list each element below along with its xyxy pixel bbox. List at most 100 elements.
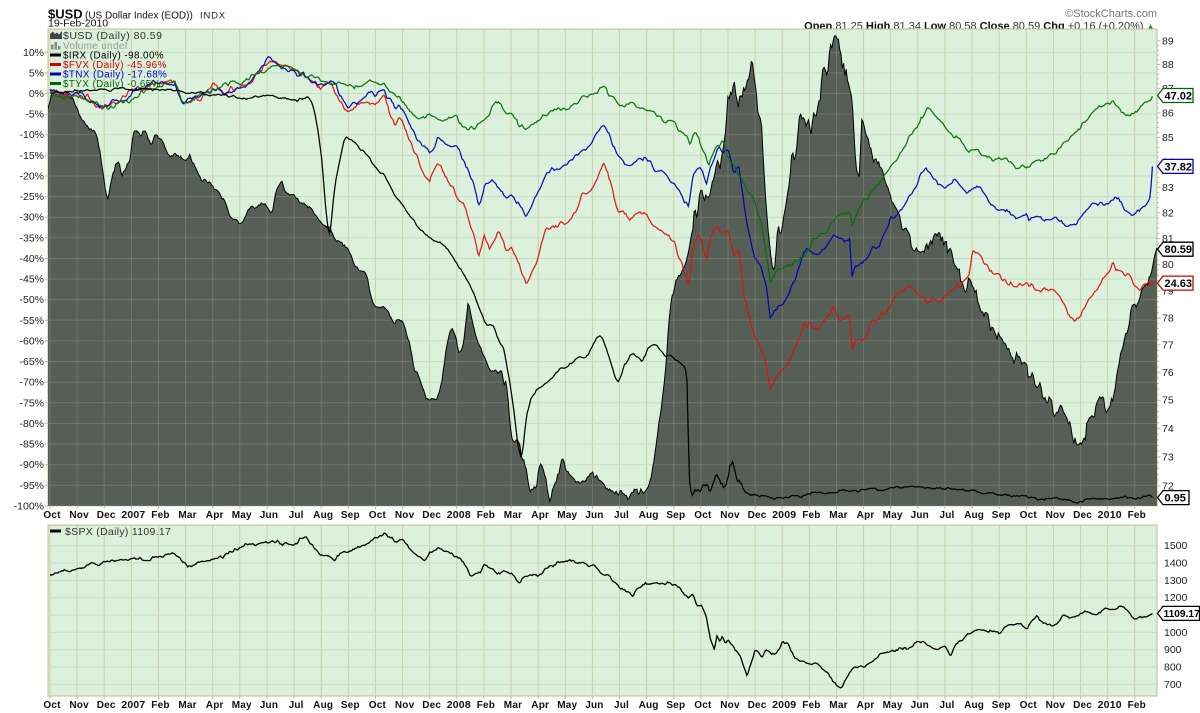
svg-text:75: 75 bbox=[1162, 395, 1174, 407]
svg-text:86: 86 bbox=[1162, 107, 1174, 119]
svg-text:-20%: -20% bbox=[19, 171, 44, 183]
svg-text:$SPX (Daily) 1109.17: $SPX (Daily) 1109.17 bbox=[65, 526, 171, 538]
svg-text:Oct: Oct bbox=[369, 510, 387, 521]
svg-text:Jun: Jun bbox=[911, 700, 929, 711]
svg-text:-80%: -80% bbox=[19, 418, 44, 430]
svg-text:-55%: -55% bbox=[19, 315, 44, 327]
svg-text:Jun: Jun bbox=[260, 510, 278, 521]
svg-text:82: 82 bbox=[1162, 207, 1174, 219]
svg-text:Apr: Apr bbox=[206, 510, 224, 521]
svg-text:$TYX (Daily) -0.65%: $TYX (Daily) -0.65% bbox=[63, 79, 161, 90]
svg-text:Feb: Feb bbox=[1128, 700, 1146, 711]
svg-text:Feb: Feb bbox=[1128, 510, 1146, 521]
svg-text:Mar: Mar bbox=[178, 510, 196, 521]
svg-text:-75%: -75% bbox=[19, 397, 44, 409]
svg-text:May: May bbox=[232, 510, 252, 521]
svg-text:Nov: Nov bbox=[720, 510, 740, 521]
svg-text:700: 700 bbox=[1164, 679, 1182, 691]
svg-text:79: 79 bbox=[1162, 286, 1174, 298]
svg-text:Feb: Feb bbox=[802, 510, 820, 521]
svg-text:Oct: Oct bbox=[694, 510, 712, 521]
svg-text:0%: 0% bbox=[29, 88, 44, 100]
svg-text:$USD (Daily) 80.59: $USD (Daily) 80.59 bbox=[63, 30, 162, 42]
svg-text:Oct: Oct bbox=[369, 700, 387, 711]
svg-text:85: 85 bbox=[1162, 132, 1174, 144]
svg-text:May: May bbox=[557, 700, 577, 711]
svg-text:-50%: -50% bbox=[19, 294, 44, 306]
svg-text:Jun: Jun bbox=[260, 700, 278, 711]
svg-text:Dec: Dec bbox=[748, 700, 767, 711]
svg-text:Jun: Jun bbox=[585, 700, 603, 711]
svg-text:-65%: -65% bbox=[19, 356, 44, 368]
svg-text:2009: 2009 bbox=[772, 509, 796, 521]
svg-text:-70%: -70% bbox=[19, 377, 44, 389]
svg-text:2007: 2007 bbox=[121, 699, 145, 711]
svg-text:1200: 1200 bbox=[1164, 592, 1188, 604]
svg-text:2010: 2010 bbox=[1098, 509, 1122, 521]
svg-text:24.63: 24.63 bbox=[1165, 278, 1193, 290]
svg-text:Feb: Feb bbox=[477, 510, 495, 521]
svg-text:37.82: 37.82 bbox=[1165, 161, 1193, 173]
svg-text:88: 88 bbox=[1162, 59, 1174, 71]
svg-text:80: 80 bbox=[1162, 259, 1174, 271]
svg-text:-45%: -45% bbox=[19, 274, 44, 286]
svg-text:Apr: Apr bbox=[206, 700, 224, 711]
svg-text:2008: 2008 bbox=[447, 509, 471, 521]
svg-text:83: 83 bbox=[1162, 182, 1174, 194]
svg-text:-15%: -15% bbox=[19, 150, 44, 162]
svg-text:Aug: Aug bbox=[964, 510, 984, 521]
svg-text:800: 800 bbox=[1164, 662, 1182, 674]
svg-text:Nov: Nov bbox=[1046, 700, 1066, 711]
svg-text:81: 81 bbox=[1162, 233, 1174, 245]
svg-text:Aug: Aug bbox=[964, 700, 984, 711]
svg-text:Mar: Mar bbox=[504, 700, 522, 711]
svg-text:Mar: Mar bbox=[829, 700, 847, 711]
svg-text:89: 89 bbox=[1162, 35, 1174, 47]
svg-text:Mar: Mar bbox=[178, 700, 196, 711]
svg-text:$TNX (Daily) -17.68%: $TNX (Daily) -17.68% bbox=[63, 70, 167, 81]
svg-text:Dec: Dec bbox=[97, 510, 116, 521]
svg-text:80.59: 80.59 bbox=[1165, 244, 1193, 256]
svg-text:May: May bbox=[232, 700, 252, 711]
svg-text:Aug: Aug bbox=[313, 510, 333, 521]
svg-text:1000: 1000 bbox=[1164, 627, 1188, 639]
svg-text:0.95: 0.95 bbox=[1165, 493, 1186, 505]
svg-text:Feb: Feb bbox=[151, 510, 169, 521]
svg-text:47.02: 47.02 bbox=[1165, 91, 1193, 103]
svg-text:Jun: Jun bbox=[911, 510, 929, 521]
svg-text:2009: 2009 bbox=[772, 699, 796, 711]
svg-text:Feb: Feb bbox=[802, 700, 820, 711]
svg-text:-10%: -10% bbox=[19, 129, 44, 141]
svg-text:1500: 1500 bbox=[1164, 540, 1188, 552]
svg-text:-30%: -30% bbox=[19, 212, 44, 224]
svg-text:Jul: Jul bbox=[939, 700, 954, 711]
svg-text:Sep: Sep bbox=[992, 700, 1011, 711]
svg-text:Oct: Oct bbox=[43, 510, 61, 521]
svg-text:May: May bbox=[557, 510, 577, 521]
svg-text:-100%: -100% bbox=[14, 500, 44, 512]
svg-text:Aug: Aug bbox=[639, 510, 659, 521]
svg-text:Nov: Nov bbox=[395, 700, 415, 711]
svg-text:900: 900 bbox=[1164, 644, 1182, 656]
svg-text:Oct: Oct bbox=[1020, 700, 1038, 711]
svg-text:-40%: -40% bbox=[19, 253, 44, 265]
svg-text:Sep: Sep bbox=[341, 700, 360, 711]
svg-text:INDX: INDX bbox=[200, 11, 226, 22]
svg-text:Feb: Feb bbox=[477, 700, 495, 711]
svg-text:-5%: -5% bbox=[25, 109, 44, 121]
svg-text:-85%: -85% bbox=[19, 439, 44, 451]
svg-text:76: 76 bbox=[1162, 367, 1174, 379]
svg-text:©StockCharts.com: ©StockCharts.com bbox=[1065, 8, 1157, 20]
svg-text:Jun: Jun bbox=[585, 510, 603, 521]
svg-text:Mar: Mar bbox=[504, 510, 522, 521]
svg-text:$USD: $USD bbox=[48, 7, 83, 22]
svg-text:Mar: Mar bbox=[829, 510, 847, 521]
svg-text:Nov: Nov bbox=[69, 510, 89, 521]
svg-text:Volume undef: Volume undef bbox=[63, 41, 128, 52]
svg-text:(US Dollar Index (EOD)): (US Dollar Index (EOD)) bbox=[85, 11, 193, 22]
svg-text:-60%: -60% bbox=[19, 335, 44, 347]
svg-text:Nov: Nov bbox=[395, 510, 415, 521]
svg-text:Oct: Oct bbox=[1020, 510, 1038, 521]
svg-text:Jul: Jul bbox=[614, 510, 629, 521]
svg-text:Oct: Oct bbox=[43, 700, 61, 711]
